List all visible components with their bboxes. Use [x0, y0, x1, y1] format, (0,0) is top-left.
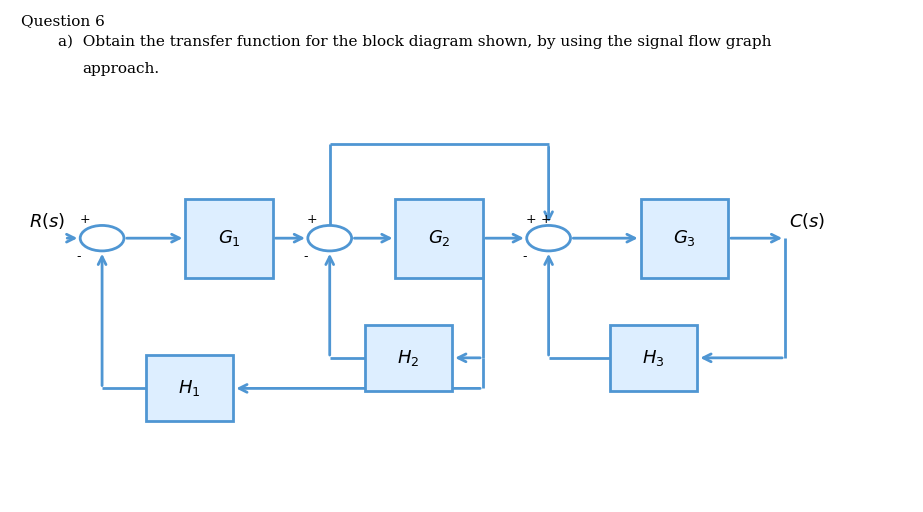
- Text: +: +: [526, 213, 536, 226]
- Text: $G_1$: $G_1$: [218, 228, 241, 248]
- Text: $H_3$: $H_3$: [642, 348, 665, 368]
- Text: Question 6: Question 6: [20, 14, 104, 28]
- Text: $G_2$: $G_2$: [428, 228, 450, 248]
- Text: $C(s)$: $C(s)$: [789, 210, 826, 230]
- FancyBboxPatch shape: [146, 355, 234, 421]
- Text: a)  Obtain the transfer function for the block diagram shown, by using the signa: a) Obtain the transfer function for the …: [58, 34, 772, 49]
- Circle shape: [527, 225, 570, 251]
- Text: -: -: [522, 250, 527, 264]
- Text: -: -: [304, 250, 308, 264]
- Text: +: +: [541, 213, 551, 226]
- FancyBboxPatch shape: [610, 325, 698, 391]
- Text: +: +: [306, 213, 318, 226]
- FancyBboxPatch shape: [395, 199, 483, 278]
- Text: $H_1$: $H_1$: [178, 378, 201, 398]
- FancyBboxPatch shape: [641, 199, 728, 278]
- FancyBboxPatch shape: [365, 325, 452, 391]
- Text: $R(s)$: $R(s)$: [30, 210, 66, 230]
- Text: -: -: [77, 250, 80, 264]
- Text: approach.: approach.: [82, 62, 159, 76]
- Text: +: +: [79, 213, 90, 226]
- Circle shape: [80, 225, 124, 251]
- Circle shape: [308, 225, 352, 251]
- Text: $H_2$: $H_2$: [398, 348, 420, 368]
- Text: $G_3$: $G_3$: [673, 228, 696, 248]
- FancyBboxPatch shape: [186, 199, 273, 278]
